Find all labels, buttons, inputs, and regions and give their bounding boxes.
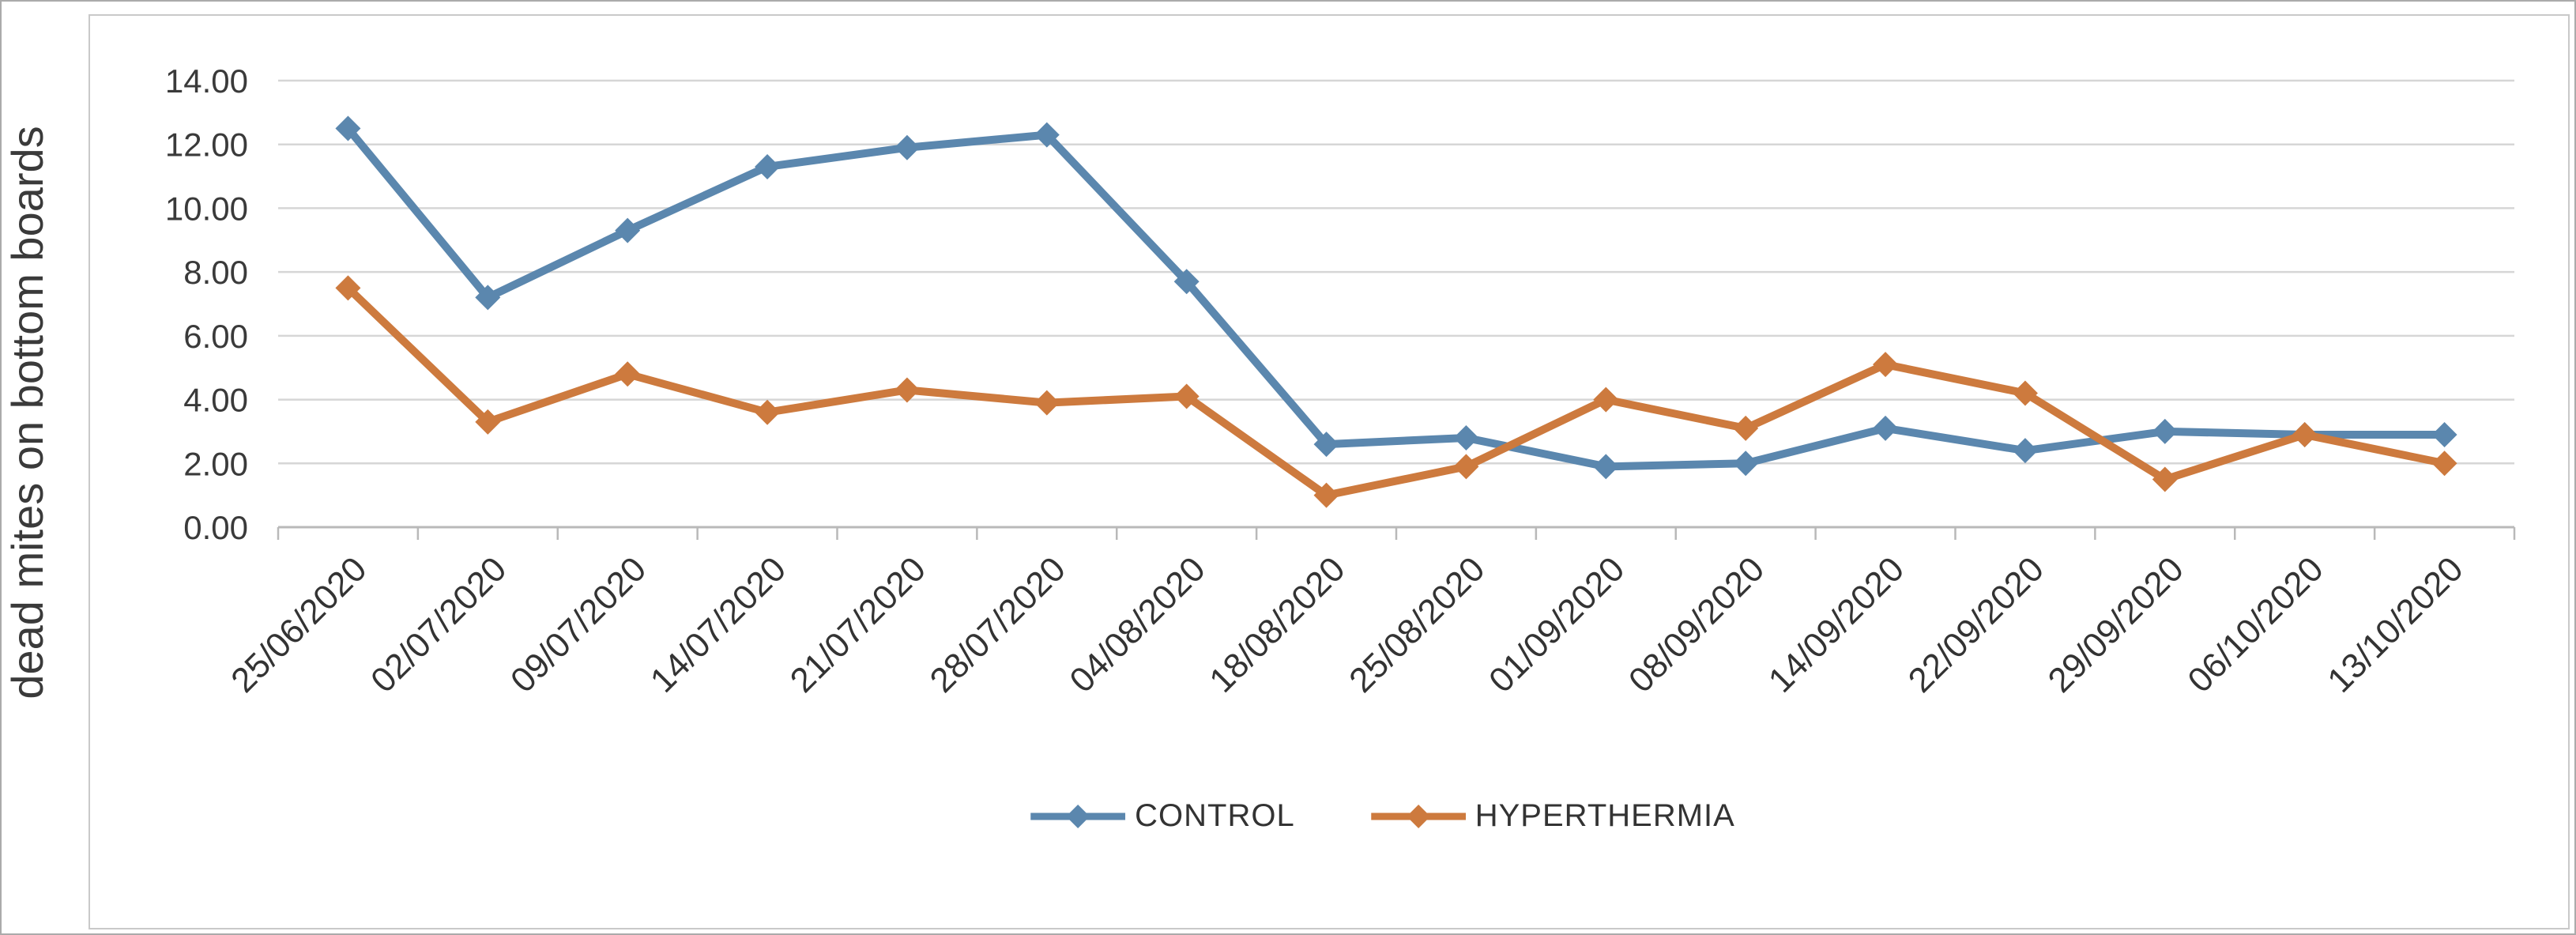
data-point-marker: [1034, 390, 1060, 416]
legend-marker-icon: [1030, 804, 1126, 828]
data-point-marker: [335, 275, 361, 301]
y-tick-label: 8.00: [183, 254, 248, 291]
data-point-marker: [615, 361, 641, 387]
data-point-marker: [2012, 438, 2038, 464]
data-point-marker: [475, 285, 501, 311]
data-point-marker: [1733, 415, 1759, 441]
legend-label: CONTROL: [1135, 798, 1295, 833]
data-point-marker: [755, 153, 781, 179]
legend-label: HYPERTHERMIA: [1474, 798, 1735, 833]
data-point-marker: [1313, 432, 1339, 458]
data-point-marker: [335, 115, 361, 141]
data-point-marker: [1873, 352, 1899, 378]
legend-diamond: [1066, 804, 1090, 828]
y-tick-labels: 0.00 2.00 4.00 6.00 8.00 10.00 12.00 14.00: [165, 62, 248, 546]
data-point-marker: [1173, 383, 1199, 409]
legend-item-control: CONTROL: [1030, 798, 1295, 834]
y-tick-label: 14.00: [165, 62, 248, 100]
data-point-marker: [1034, 122, 1060, 148]
data-point-marker: [1593, 386, 1619, 413]
y-axis-title: dead mites on bottom boards: [2, 126, 52, 699]
x-tick-label: 14/09/2020: [1761, 549, 1911, 699]
data-point-marker: [475, 409, 501, 435]
x-tick-labels: 25/06/202002/07/202009/07/202014/07/2020…: [224, 549, 2470, 699]
data-point-marker: [2431, 421, 2457, 447]
data-point-marker: [1873, 415, 1899, 441]
series-line: [344, 284, 2449, 500]
series-control: [335, 115, 2457, 480]
y-tick-label: 12.00: [165, 126, 248, 164]
y-tick-label: 10.00: [165, 190, 248, 227]
x-tick-label: 13/10/2020: [2320, 549, 2470, 699]
x-tick-label: 28/07/2020: [923, 549, 1073, 699]
x-tick-label: 06/10/2020: [2180, 549, 2330, 699]
y-tick-label: 2.00: [183, 445, 248, 482]
legend: CONTROL HYPERTHERMIA: [1030, 798, 1735, 834]
data-point-marker: [615, 217, 641, 243]
data-point-marker: [1733, 451, 1759, 477]
legend-diamond: [1406, 804, 1430, 828]
x-tick-label: 29/09/2020: [2041, 549, 2191, 699]
data-point-marker: [1593, 454, 1619, 480]
x-tick-label: 09/07/2020: [503, 549, 653, 699]
data-point-marker: [2292, 421, 2318, 447]
x-axis: [277, 526, 2516, 540]
y-tick-label: 4.00: [183, 382, 248, 419]
data-point-marker: [755, 399, 781, 425]
y-tick-label: 0.00: [183, 509, 248, 546]
x-tick-label: 01/09/2020: [1482, 549, 1632, 699]
gridlines: [278, 79, 2514, 465]
x-tick-label: 25/08/2020: [1342, 549, 1492, 699]
x-tick-label: 22/09/2020: [1901, 549, 2051, 699]
data-point-marker: [1173, 269, 1199, 295]
x-tick-label: 02/07/2020: [363, 549, 514, 699]
x-tick-label: 21/07/2020: [783, 549, 933, 699]
data-point-marker: [1313, 482, 1339, 508]
data-point-marker: [1453, 454, 1479, 480]
data-point-marker: [894, 377, 920, 403]
data-point-marker: [1453, 425, 1479, 451]
x-tick-label: 08/09/2020: [1621, 549, 1772, 699]
data-point-marker: [894, 134, 920, 160]
legend-marker-icon: [1370, 804, 1466, 828]
data-series: [335, 115, 2457, 508]
data-point-marker: [2012, 380, 2038, 406]
x-tick-label: 14/07/2020: [643, 549, 793, 699]
data-point-marker: [2152, 418, 2178, 444]
data-point-marker: [2431, 451, 2457, 477]
x-tick-label: 25/06/2020: [224, 549, 374, 699]
y-tick-label: 6.00: [183, 318, 248, 355]
series-line: [344, 124, 2449, 471]
data-point-marker: [2152, 466, 2178, 492]
series-hyperthermia: [335, 275, 2457, 508]
x-tick-label: 18/08/2020: [1202, 549, 1352, 699]
x-tick-label: 04/08/2020: [1062, 549, 1212, 699]
legend-item-hyperthermia: HYPERTHERMIA: [1370, 798, 1735, 834]
